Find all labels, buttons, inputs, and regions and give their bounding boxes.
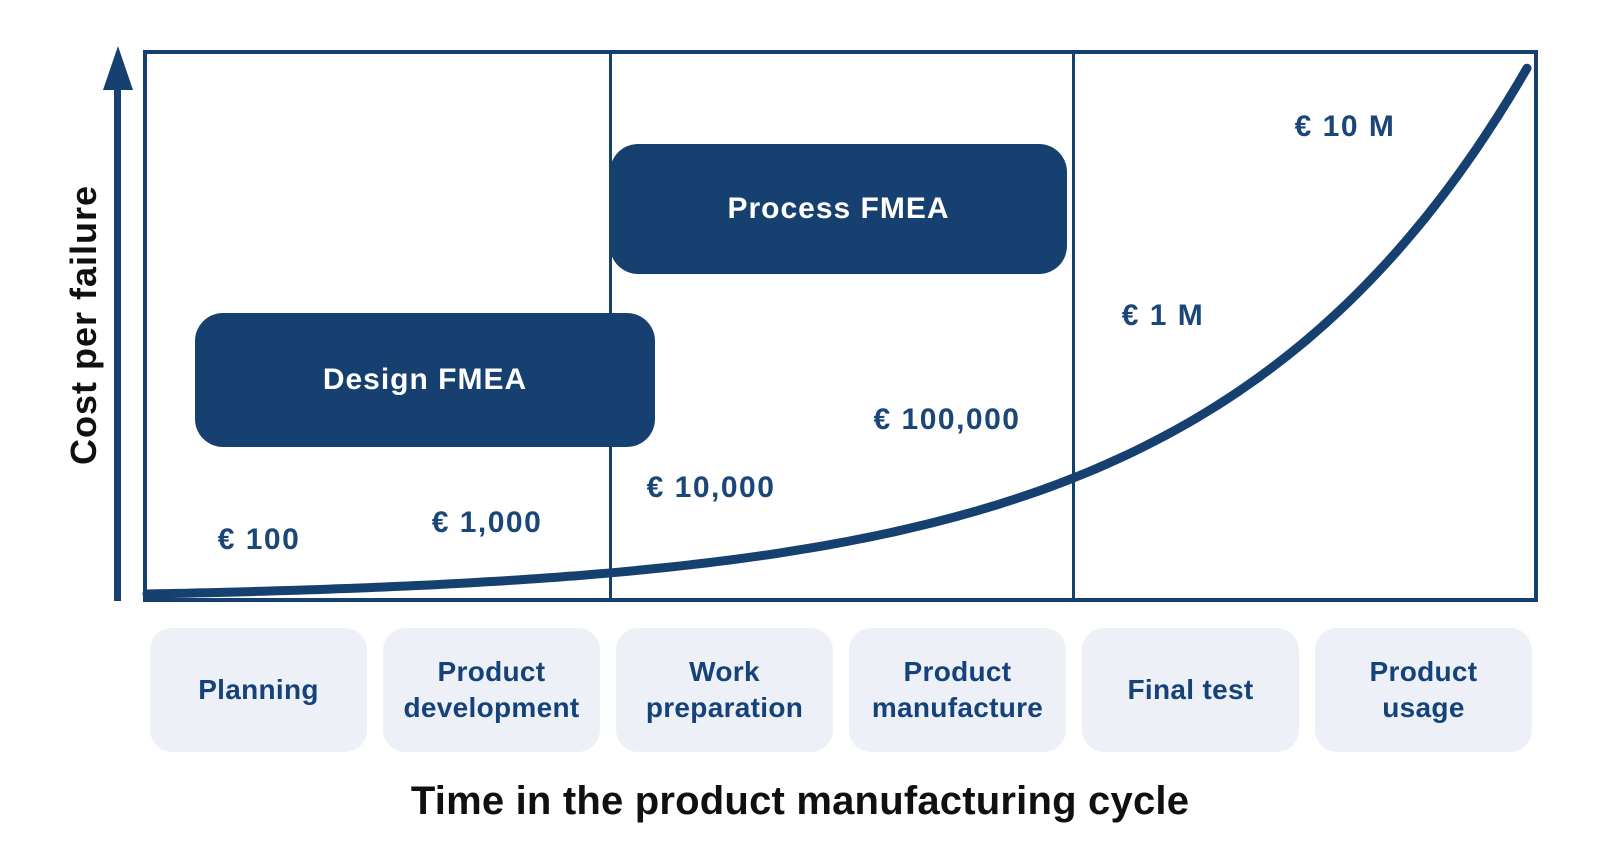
cost-label-100000: € 100,000 — [873, 403, 1021, 436]
y-axis-title: Cost per failure — [63, 184, 104, 466]
plot-area: Design FMEA Process FMEA € 100 € 1,000 €… — [142, 50, 1538, 602]
y-axis-line — [114, 84, 121, 601]
cost-curve — [142, 63, 1532, 599]
cost-label-10m: € 10 M — [1294, 110, 1396, 143]
stage-tile-product-usage: Product usage — [1315, 628, 1532, 752]
stage-row: Planning Product development Work prepar… — [150, 628, 1532, 752]
stage-tile-product-development: Product development — [383, 628, 600, 752]
stage-tile-product-manufacture: Product manufacture — [849, 628, 1066, 752]
stage-tile-work-preparation: Work preparation — [616, 628, 833, 752]
cost-label-1m: € 1 M — [1121, 299, 1205, 332]
cost-label-10000: € 10,000 — [646, 471, 776, 504]
design-fmea-label: Design FMEA — [322, 363, 528, 396]
arrow-up-icon — [103, 46, 133, 90]
process-fmea-label: Process FMEA — [727, 192, 950, 225]
design-fmea-box: Design FMEA — [195, 313, 655, 447]
cost-label-1000: € 1,000 — [431, 506, 543, 539]
stage-tile-planning: Planning — [150, 628, 367, 752]
stage-tile-final-test: Final test — [1082, 628, 1299, 752]
x-axis-title: Time in the product manufacturing cycle — [410, 779, 1190, 823]
phase-divider-2 — [1072, 54, 1075, 598]
cost-label-100: € 100 — [217, 523, 301, 556]
process-fmea-box: Process FMEA — [610, 144, 1067, 274]
